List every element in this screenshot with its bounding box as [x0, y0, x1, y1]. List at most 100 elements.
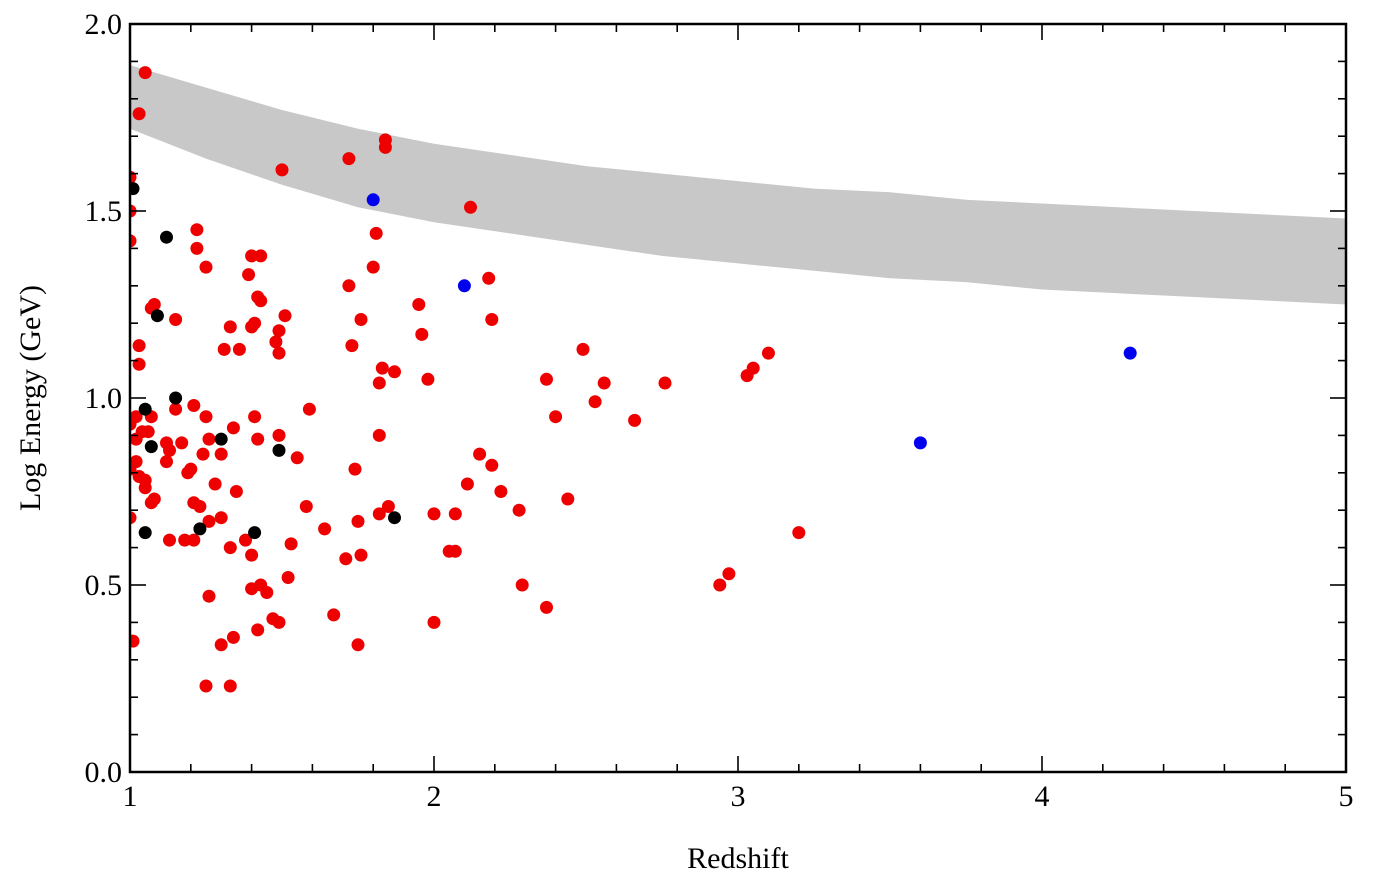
data-point: [576, 342, 590, 356]
data-point: [232, 342, 246, 356]
tick-layer: 1 2 3 4 5 0.0 0.5 1.0 1.5 2.0: [85, 8, 1354, 813]
data-point: [473, 447, 487, 461]
data-point: [160, 455, 173, 469]
data-point: [130, 410, 143, 424]
data-point: [254, 294, 268, 308]
data-point: [494, 485, 508, 498]
data-point: [208, 477, 222, 491]
data-point: [217, 342, 231, 356]
data-point: [457, 279, 471, 293]
data-point: [248, 410, 262, 424]
data-point: [169, 313, 183, 326]
data-point: [214, 447, 228, 461]
data-point: [132, 339, 146, 353]
points-layer: [130, 66, 1137, 693]
y-tick-label: 0.5: [85, 569, 123, 602]
data-point: [412, 298, 426, 311]
data-point: [512, 503, 526, 517]
data-point: [214, 511, 228, 525]
data-point: [448, 507, 462, 521]
y-tick-label: 2.0: [85, 8, 123, 41]
data-point: [175, 436, 189, 450]
data-point: [372, 428, 386, 442]
data-point: [366, 193, 380, 207]
data-point: [223, 541, 237, 555]
data-point: [272, 615, 286, 629]
data-point: [299, 500, 313, 513]
data-point: [138, 526, 152, 540]
data-point: [245, 249, 259, 263]
data-point: [342, 279, 356, 293]
data-point: [388, 511, 401, 525]
data-point: [138, 66, 152, 80]
data-point: [245, 548, 259, 562]
data-point: [272, 428, 286, 442]
x-tick-label: 3: [731, 780, 746, 813]
data-point: [223, 679, 237, 693]
data-point: [202, 514, 216, 528]
data-point: [226, 421, 240, 435]
data-point: [415, 327, 429, 341]
label-layer: Redshift Log Energy (GeV): [14, 285, 789, 875]
data-point: [588, 395, 602, 409]
data-point: [485, 313, 499, 326]
data-point: [214, 638, 228, 652]
data-point: [254, 249, 268, 263]
y-tick-label: 1.5: [85, 195, 123, 228]
data-point: [421, 372, 435, 386]
data-point: [540, 600, 553, 614]
data-point: [269, 335, 283, 349]
data-point: [130, 182, 140, 196]
y-tick-label: 0.0: [85, 756, 123, 789]
data-point: [372, 376, 386, 390]
data-point: [187, 399, 201, 412]
data-point: [427, 507, 441, 521]
data-point: [251, 623, 265, 637]
y-tick-label: 1.0: [85, 382, 123, 415]
data-point: [388, 365, 401, 379]
data-point: [223, 320, 237, 334]
data-point: [190, 223, 204, 237]
data-point: [381, 500, 395, 513]
y-axis-label: Log Energy (GeV): [14, 285, 47, 511]
data-point: [226, 630, 240, 644]
data-point: [169, 391, 183, 405]
data-point: [348, 462, 362, 476]
data-point: [549, 410, 563, 424]
data-point: [628, 413, 642, 427]
data-point: [130, 511, 137, 525]
data-point: [746, 361, 760, 375]
data-point: [284, 537, 298, 551]
band-layer: [130, 65, 1346, 305]
data-point: [485, 458, 499, 472]
data-point: [144, 440, 158, 454]
x-axis-label: Redshift: [687, 842, 789, 875]
data-point: [464, 200, 477, 214]
data-point: [327, 608, 341, 622]
data-point: [193, 500, 207, 513]
data-point: [130, 432, 143, 446]
data-point: [229, 485, 243, 498]
data-point: [130, 634, 140, 648]
data-point: [138, 481, 152, 495]
data-point: [190, 241, 204, 255]
data-point: [239, 533, 252, 547]
data-point: [792, 526, 806, 540]
x-tick-label: 1: [123, 780, 138, 813]
data-point: [722, 567, 736, 581]
data-point: [169, 402, 183, 416]
data-point: [199, 260, 213, 274]
data-point: [199, 410, 213, 424]
energy-band: [130, 65, 1346, 305]
data-point: [378, 133, 392, 147]
data-point: [132, 357, 146, 371]
data-point: [427, 615, 441, 629]
data-point: [339, 552, 353, 566]
data-point: [448, 544, 462, 558]
data-point: [318, 522, 332, 536]
data-point: [278, 309, 292, 323]
data-point: [196, 447, 210, 461]
data-point: [199, 679, 213, 693]
